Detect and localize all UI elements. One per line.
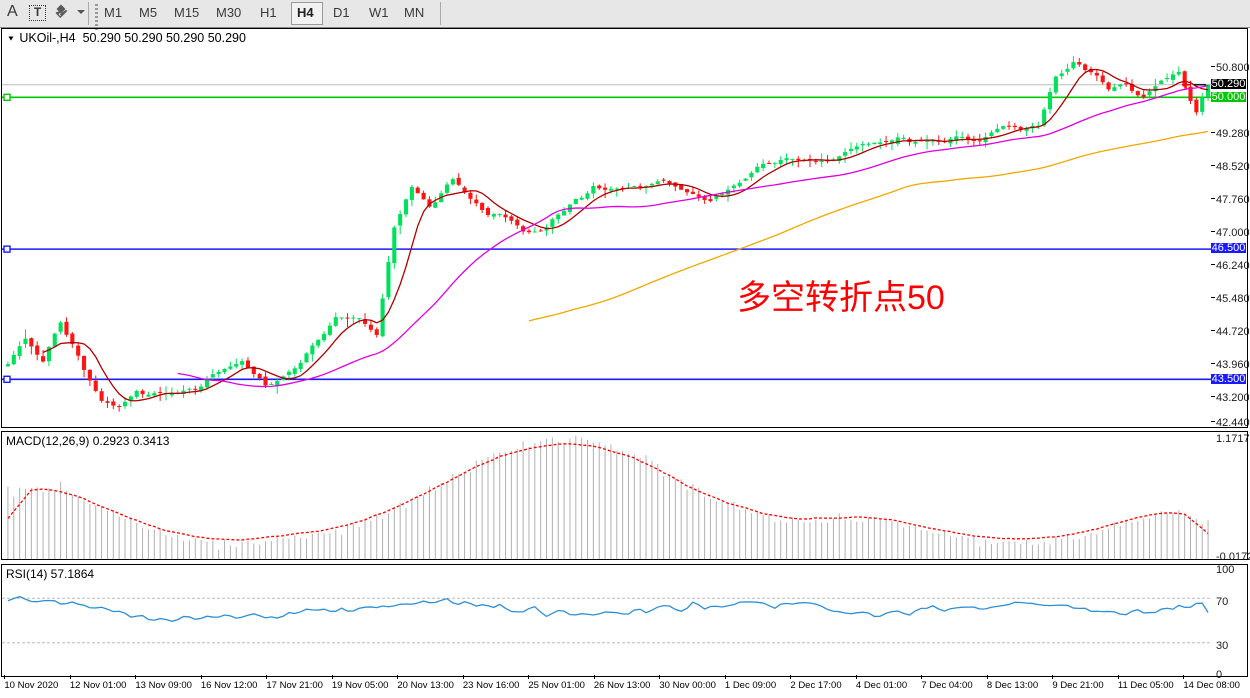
svg-text:多空​转折点50: 多空​转折点50 [737, 279, 945, 317]
